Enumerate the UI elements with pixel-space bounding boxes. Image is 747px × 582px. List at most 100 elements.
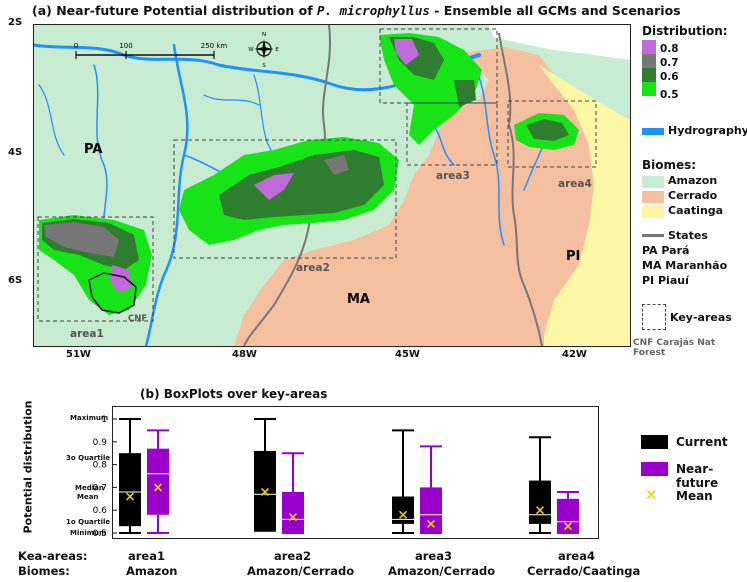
- legend-current-label: Current: [676, 435, 728, 449]
- scale-tick-250: 250 km: [201, 42, 228, 50]
- mean-marker: [153, 483, 163, 492]
- y-tick-label: 0.8: [93, 461, 108, 471]
- cnf-outline: [88, 272, 137, 314]
- legend-hydrography-swatch: [642, 128, 664, 135]
- legend-swatch-07: [642, 54, 656, 68]
- legend-swatch-06: [642, 68, 656, 82]
- map-title-prefix: (a) Near-future Potential distribution o…: [32, 3, 313, 18]
- legend-key-area-swatch: [642, 304, 666, 330]
- legend-mean-label: Mean: [676, 489, 713, 503]
- boxplot-ylabel: Potential distribution: [21, 400, 35, 534]
- key-area-2: [173, 139, 397, 259]
- legend-label-07: 0.7: [660, 57, 679, 69]
- boxplot-canvas: 0.5 0.6 0.7 0.8 0.9 1: [93, 415, 579, 539]
- lat-label-4s: 4S: [8, 147, 23, 158]
- box: [420, 487, 442, 533]
- scale-bar: [75, 51, 215, 59]
- legend-state-pa: PA Pará: [642, 244, 690, 257]
- legend-swatch-05: [642, 82, 656, 96]
- lon-label-51w: 51W: [66, 349, 91, 360]
- legend-states-swatch: [642, 234, 664, 237]
- lon-label-42w: 42W: [562, 349, 587, 360]
- mean-marker: [125, 492, 135, 501]
- map-title: (a) Near-future Potential distribution o…: [32, 3, 681, 18]
- legend-distribution-title: Distribution:: [642, 24, 728, 38]
- box: [147, 448, 169, 515]
- group-area-1: area1: [128, 549, 165, 563]
- group-area-4: area4: [558, 549, 595, 563]
- legend-state-pi: PI Piauí: [642, 274, 689, 287]
- boxplot-panel: 0.5 0.6 0.7 0.8 0.9 1: [93, 406, 599, 539]
- state-label-ma: MA: [347, 292, 370, 307]
- mean-marker: [426, 519, 436, 528]
- y-tick-label: 0.5: [93, 529, 107, 539]
- ocean: [489, 25, 630, 60]
- scale-tick-100: 100: [119, 42, 132, 50]
- lat-label-2s: 2S: [8, 17, 23, 28]
- map-canvas: 0 100 250 km N S W E PA MA PI area1 area…: [34, 25, 630, 346]
- compass-s: S: [262, 63, 266, 69]
- legend-label-08: 0.8: [660, 43, 679, 55]
- cnf-label: CNF: [128, 314, 147, 324]
- box: [392, 496, 414, 524]
- distribution-patches: [39, 33, 579, 315]
- legend-label-cerrado: Cerrado: [668, 189, 718, 202]
- legend-current-swatch: [641, 435, 668, 449]
- legend-swatch-08: [642, 40, 656, 54]
- group-biome-2: Amazon/Cerrado: [247, 564, 355, 578]
- legend-swatch-cerrado: [642, 191, 664, 203]
- legend-near-future-swatch: [641, 462, 668, 476]
- lon-label-48w: 48W: [232, 349, 257, 360]
- group-area-3: area3: [415, 549, 452, 563]
- group-biome-1: Amazon: [126, 564, 178, 578]
- stat-label-q1: 1o Quartile: [66, 518, 111, 526]
- row-label-biomes: Biomes:: [18, 564, 70, 578]
- y-tick-label: 1: [101, 415, 107, 425]
- boxplot-title: (b) BoxPlots over key-areas: [140, 387, 328, 401]
- stat-label-maximum: Maximum: [70, 414, 109, 422]
- row-label-kea-areas: Kea-areas:: [18, 549, 88, 563]
- legend-cnf-note: CNF Carajás Nat Forest: [633, 338, 716, 358]
- legend-label-caatinga: Caatinga: [668, 204, 724, 217]
- legend-swatch-caatinga: [642, 206, 664, 218]
- legend-label-05: 0.5: [660, 89, 679, 101]
- key-area-3: [379, 28, 498, 104]
- biome-caatinga: [539, 65, 630, 346]
- box: [254, 450, 276, 531]
- stat-label-mean: Mean: [77, 493, 99, 501]
- mean-marker: [288, 512, 298, 522]
- legend-label-amazon: Amazon: [668, 174, 718, 187]
- state-label-pa: PA: [84, 142, 102, 157]
- stat-label-median: Median: [75, 484, 104, 492]
- legend-swatch-amazon: [642, 176, 664, 188]
- box: [282, 491, 304, 533]
- y-tick-label: 0.6: [93, 506, 108, 516]
- map-title-suffix: - Ensemble all GCMs and Scenarios: [434, 3, 681, 18]
- box: [557, 498, 579, 533]
- legend-mean-icon: ✕: [645, 486, 658, 504]
- area-label-1: area1: [70, 328, 104, 340]
- legend-biomes-title: Biomes:: [642, 158, 697, 172]
- area-label-2: area2: [296, 262, 330, 274]
- legend-states-title: States: [668, 229, 708, 242]
- mean-marker: [398, 510, 408, 519]
- key-area-4: [507, 100, 597, 168]
- mean-marker: [563, 522, 573, 531]
- stat-label-minimum: Minimum: [70, 529, 107, 537]
- legend-near-future-label: Near-future: [676, 462, 719, 490]
- mean-marker: [535, 506, 545, 515]
- y-tick-label: 0.7: [93, 483, 107, 493]
- box: [529, 480, 551, 524]
- map-title-species: P. microphyllus: [317, 3, 430, 18]
- y-tick-label: 0.9: [93, 438, 108, 448]
- area-label-3: area3: [436, 170, 470, 182]
- compass-n: N: [262, 32, 266, 38]
- key-area-boxes: [37, 28, 597, 322]
- key-area-3b: [406, 102, 498, 166]
- group-biome-4: Cerrado/Caatinga: [527, 564, 641, 578]
- group-biome-3: Amazon/Cerrado: [388, 564, 496, 578]
- compass-e: E: [275, 47, 279, 53]
- box: [119, 453, 141, 527]
- state-label-pi: PI: [566, 249, 580, 264]
- map-panel: 0 100 250 km N S W E PA MA PI area1 area…: [33, 24, 631, 347]
